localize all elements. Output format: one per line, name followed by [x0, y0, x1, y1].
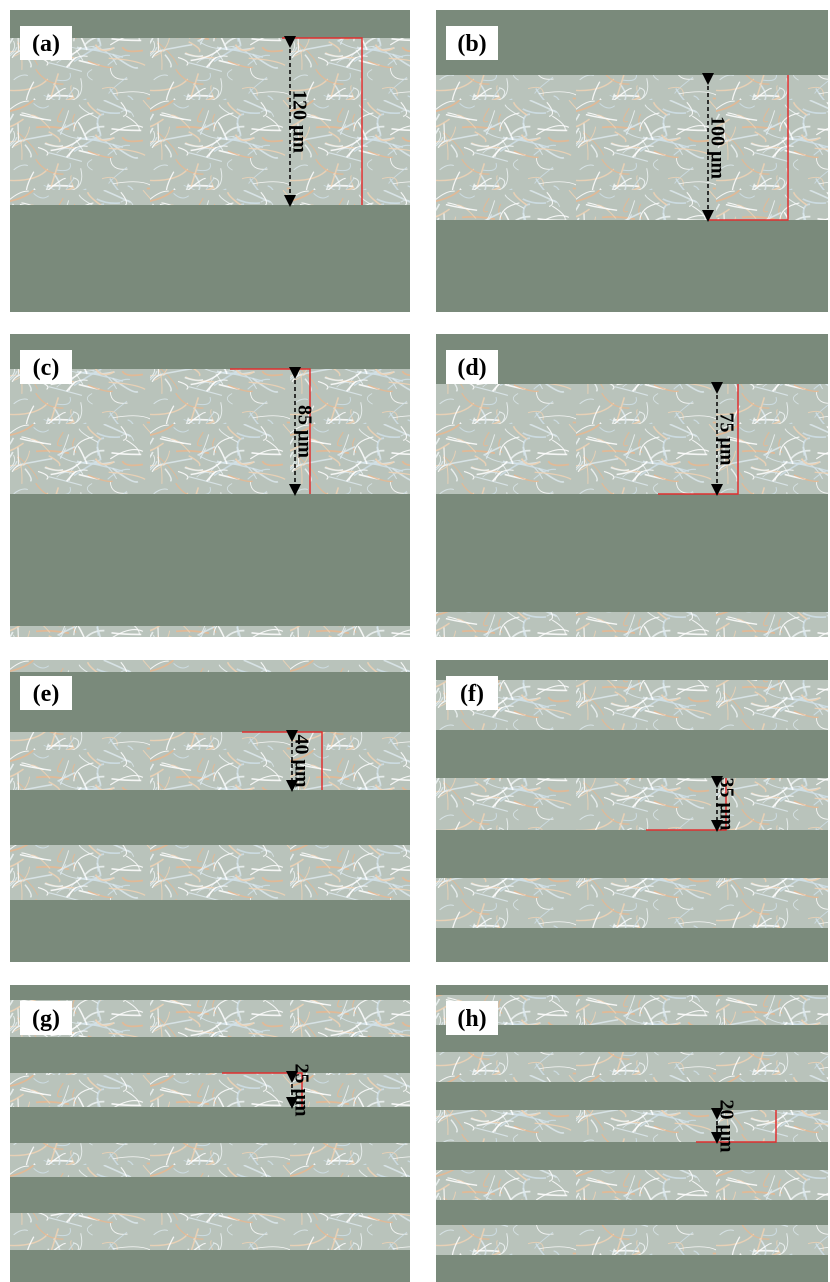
panel-label: (h) — [457, 1006, 486, 1032]
panel: 35 μm (f) — [436, 660, 828, 962]
fiber-band — [10, 1000, 410, 1037]
label-box — [446, 676, 498, 710]
measurement: 85 μm — [293, 405, 315, 458]
scale-marker — [242, 731, 323, 790]
fiber-band — [436, 612, 828, 637]
fiber-band — [10, 660, 410, 672]
measurement: 120 μm — [288, 90, 310, 153]
label-box — [20, 676, 72, 710]
panel-label: (e) — [33, 681, 60, 707]
measurement: 40 μm — [290, 735, 312, 788]
label-box — [446, 26, 498, 60]
panel-label: (a) — [32, 31, 60, 57]
panel: 75 μm (d) — [436, 334, 828, 637]
label-box — [20, 350, 72, 384]
panel-label: (d) — [457, 355, 486, 381]
fiber-band — [436, 1052, 828, 1082]
panel: 25 μm (g) — [10, 985, 410, 1282]
fiber-band — [436, 778, 828, 830]
panel-label: (g) — [32, 1006, 60, 1032]
fiber-band — [10, 1073, 410, 1107]
label-box — [20, 26, 72, 60]
panel: 20 μm (h) — [436, 985, 828, 1282]
fiber-band — [436, 878, 828, 928]
label-box — [446, 350, 498, 384]
fiber-band — [436, 1170, 828, 1200]
fiber-band — [10, 1143, 410, 1177]
fiber-band — [436, 995, 828, 1025]
label-box — [20, 1001, 72, 1035]
panel: 100 μm (b) — [436, 10, 828, 312]
label-box — [446, 1001, 498, 1035]
fiber-band — [436, 75, 828, 220]
panel: 85 μm (c) — [10, 334, 410, 637]
fiber-band — [10, 845, 410, 900]
fiber-band — [436, 1110, 828, 1142]
fiber-band — [10, 38, 410, 205]
scale-marker — [222, 1072, 303, 1107]
fiber-band — [10, 369, 410, 494]
fiber-band — [436, 680, 828, 730]
fiber-band — [10, 1213, 410, 1250]
fiber-band — [436, 384, 828, 494]
panel: 120 μm (a) — [10, 10, 410, 312]
scale-marker — [230, 368, 311, 494]
panel-label: (b) — [457, 31, 486, 57]
scale-marker — [708, 75, 789, 221]
measurement: 100 μm — [706, 116, 728, 179]
panel-label: (f) — [460, 681, 484, 707]
measurement: 20 μm — [715, 1100, 737, 1153]
scale-marker — [658, 384, 739, 495]
panel-label: (c) — [33, 355, 60, 381]
fiber-band — [10, 626, 410, 637]
fiber-band — [436, 1225, 828, 1255]
measurement: 25 μm — [290, 1064, 312, 1117]
measurement: 75 μm — [715, 413, 737, 466]
scale-marker — [282, 37, 363, 205]
fiber-band — [10, 732, 410, 790]
micrograph-background — [10, 660, 410, 962]
scale-marker — [646, 778, 727, 831]
measurement: 35 μm — [715, 778, 737, 831]
panel: 40 μm (e) — [10, 660, 410, 962]
